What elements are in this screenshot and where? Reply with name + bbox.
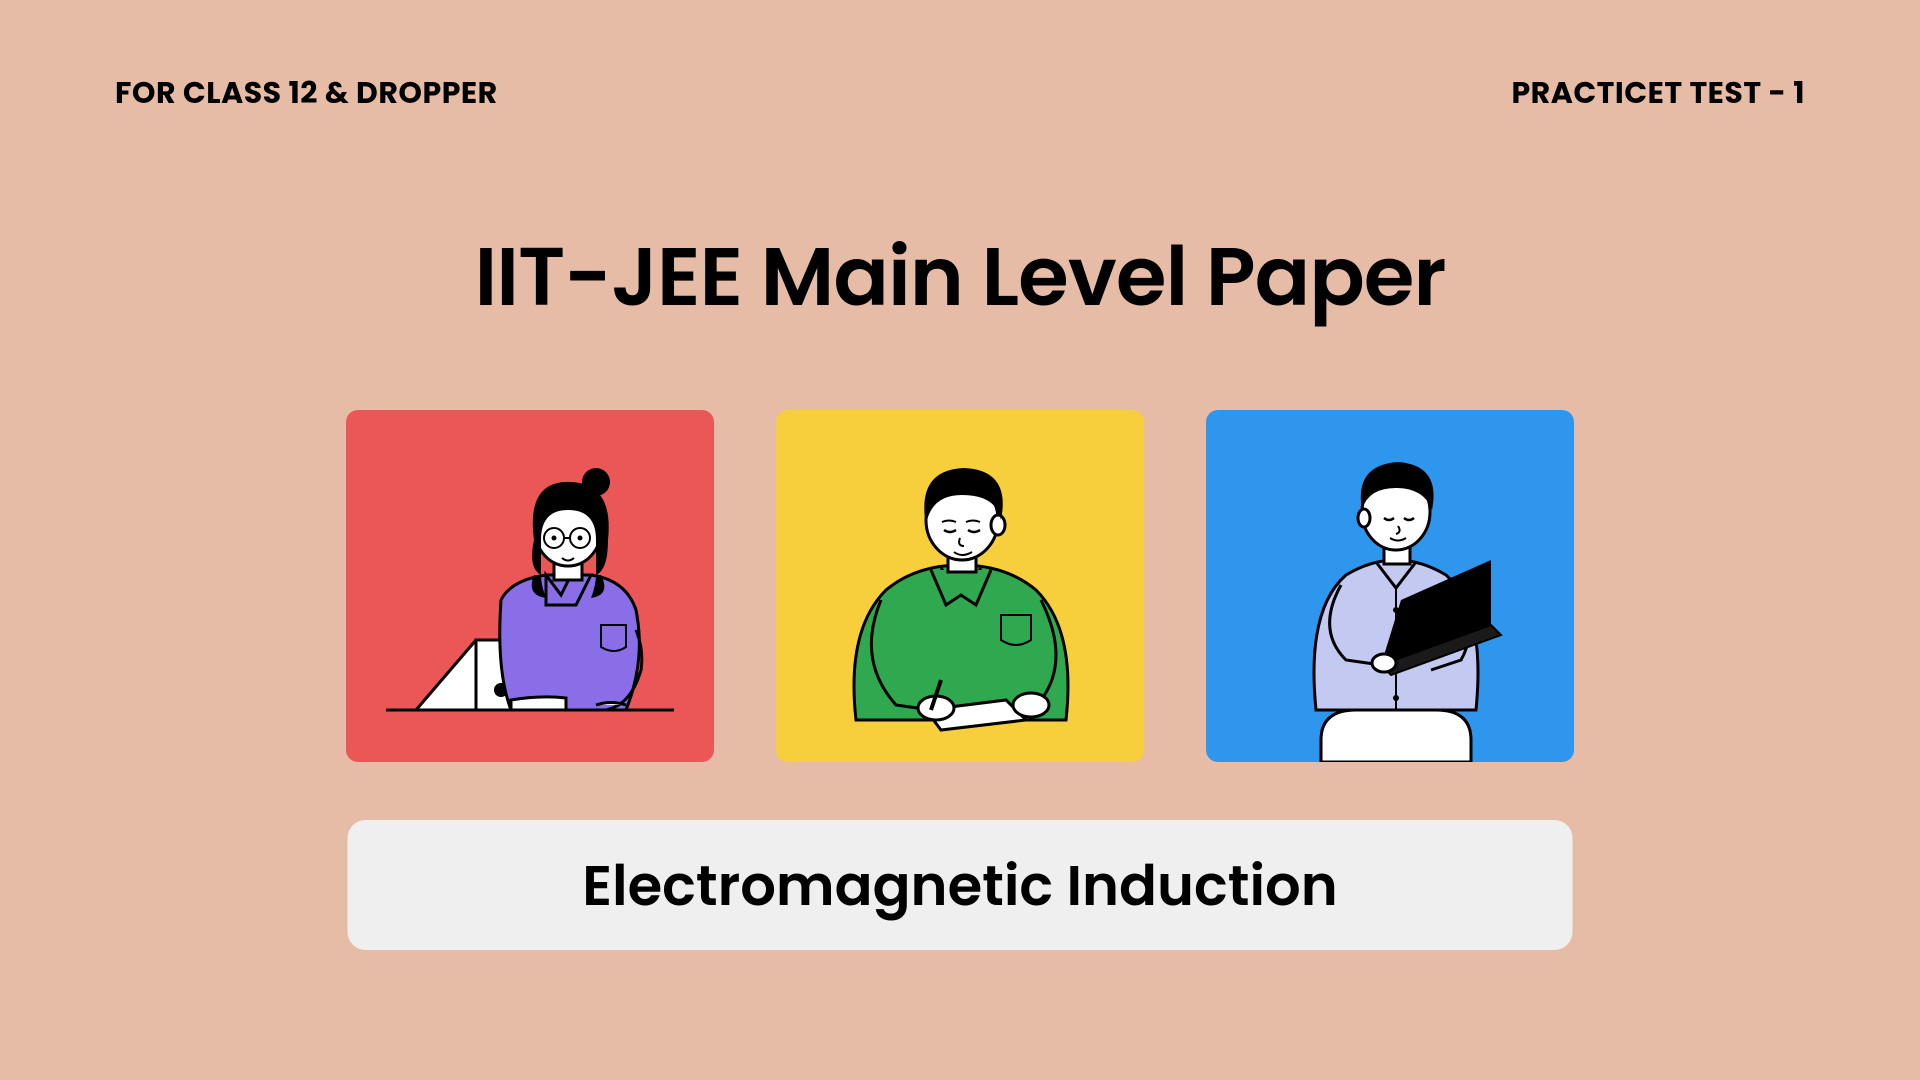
header-bar: FOR CLASS 12 & DROPPER PRACTICET TEST - … <box>0 70 1920 116</box>
header-left: FOR CLASS 12 & DROPPER <box>115 70 498 116</box>
topic-label: Electromagnetic Induction <box>348 820 1573 950</box>
illustration-card-2 <box>776 410 1144 762</box>
illustration-card-3 <box>1206 410 1574 762</box>
illustration-row <box>0 410 1920 762</box>
header-right: PRACTICET TEST - 1 <box>1511 70 1805 116</box>
student-standing-laptop-icon <box>1206 410 1574 762</box>
student-writing-icon <box>776 410 1144 762</box>
student-laptop-icon <box>346 410 714 762</box>
page-title: IIT-JEE Main Level Paper <box>0 215 1920 338</box>
illustration-card-1 <box>346 410 714 762</box>
